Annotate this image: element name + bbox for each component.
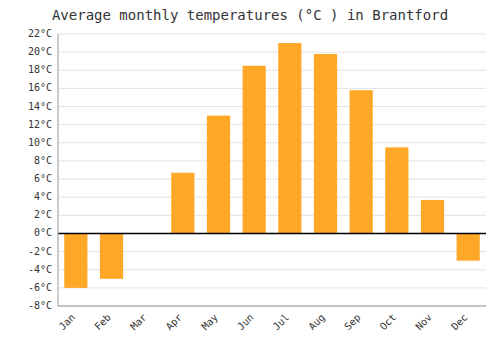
bar <box>350 90 373 233</box>
bar <box>171 173 194 234</box>
grid-line <box>58 106 486 107</box>
x-tick-label: Jan <box>57 312 78 333</box>
y-tick-label: 0°C <box>34 227 52 238</box>
grid-line <box>58 124 486 125</box>
bar <box>243 66 266 234</box>
bar <box>314 54 337 234</box>
y-tick-label: 12°C <box>28 119 52 130</box>
grid-line <box>58 70 486 71</box>
y-tick-label: -6°C <box>28 282 52 293</box>
grid-line <box>58 197 486 198</box>
y-tick-label: 2°C <box>34 209 52 220</box>
y-tick-label: 16°C <box>28 82 52 93</box>
x-tick-label: Jul <box>271 312 292 333</box>
y-tick-label: 20°C <box>28 46 52 57</box>
grid-line <box>58 160 486 161</box>
bar <box>207 116 230 234</box>
page: {"chart_data": {"type": "bar", "title": … <box>0 0 500 350</box>
y-tick-label: -2°C <box>28 246 52 257</box>
y-tick-label: 10°C <box>28 137 52 148</box>
chart-svg: Average monthly temperatures (°C ) in Br… <box>0 0 500 350</box>
grid-line <box>58 179 486 180</box>
y-tick-label: 6°C <box>34 173 52 184</box>
x-tick-label: Apr <box>164 312 185 333</box>
x-tick-label: Nov <box>413 312 434 333</box>
y-tick-labels: -8°C -6°C -4°C -2°C 0°C 2°C 4°C 6°C 8°C 10°C 12°C 1… <box>28 28 52 311</box>
bar <box>385 147 408 233</box>
x-tick-label: Aug <box>306 312 327 333</box>
x-tick-label: Sep <box>342 312 363 333</box>
grid-line <box>58 306 486 307</box>
y-tick-label: 22°C <box>28 28 52 39</box>
chart-container: Average monthly temperatures (°C ) in Br… <box>0 0 500 350</box>
bar <box>421 200 444 234</box>
y-tick-label: 8°C <box>34 155 52 166</box>
bar <box>100 233 123 278</box>
x-tick-label: Oct <box>378 312 399 333</box>
bar <box>64 233 87 287</box>
x-tick-labels: Jan Feb Mar Apr May Jun Jul Aug Sep Oct Nov Dec <box>57 312 470 333</box>
y-tick-label: -4°C <box>28 264 52 275</box>
grid-line <box>58 142 486 143</box>
y-tick-label: -8°C <box>28 300 52 311</box>
chart-title: Average monthly temperatures (°C ) in Br… <box>52 7 448 23</box>
x-tick-label: Mar <box>128 312 149 333</box>
zero-line <box>58 233 486 235</box>
bar <box>457 233 480 260</box>
y-axis-line <box>58 34 59 306</box>
x-axis-line <box>58 306 486 307</box>
grid-line <box>58 52 486 53</box>
grid-line <box>58 233 486 234</box>
bar <box>278 43 301 233</box>
grid-line <box>58 287 486 288</box>
bars <box>64 43 480 288</box>
y-tick-label: 4°C <box>34 191 52 202</box>
y-grid <box>58 34 486 306</box>
grid-line <box>58 88 486 89</box>
x-tick-label: Feb <box>92 312 113 333</box>
x-tick-label: May <box>199 312 220 333</box>
grid-line <box>58 34 486 35</box>
x-tick-label: Dec <box>449 312 470 333</box>
y-tick-label: 14°C <box>28 101 52 112</box>
x-tick-label: Jun <box>235 312 256 333</box>
y-tick-label: 18°C <box>28 64 52 75</box>
